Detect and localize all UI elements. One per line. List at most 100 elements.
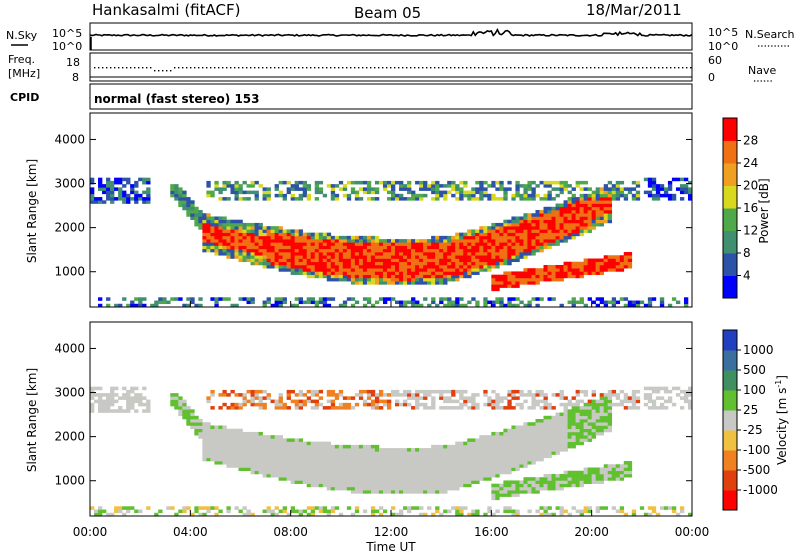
velocity-cell [455, 483, 460, 488]
power-cell [214, 216, 219, 220]
power-cell [294, 271, 299, 275]
velocity-cell [194, 431, 199, 436]
velocity-cell [186, 409, 191, 413]
power-cell [499, 303, 504, 308]
velocity-cell [226, 461, 231, 465]
power-cell [543, 245, 548, 250]
power-cell [483, 193, 488, 198]
velocity-cell [423, 406, 428, 410]
velocity-cell [443, 389, 448, 394]
power-cell [298, 264, 303, 269]
velocity-cell [310, 477, 316, 481]
power-cell [679, 177, 685, 182]
velocity-cell [395, 451, 400, 455]
power-cell [411, 239, 416, 243]
velocity-cell [314, 406, 320, 410]
power-cell [178, 187, 183, 191]
power-cell [358, 264, 364, 269]
velocity-cell [403, 486, 408, 491]
velocity-cell [419, 389, 424, 394]
power-cell [475, 187, 480, 191]
velocity-cell [290, 480, 295, 484]
power-cell [282, 193, 287, 198]
velocity-cell [334, 393, 340, 397]
velocity-cell [435, 448, 440, 452]
velocity-cell [519, 438, 524, 442]
power-cell [330, 255, 336, 259]
power-cell [659, 300, 665, 305]
power-cell [447, 264, 452, 269]
power-cell [318, 248, 324, 253]
power-cell [407, 242, 412, 246]
velocity-cell [647, 393, 653, 397]
velocity-cell [679, 506, 685, 510]
power-cell [531, 193, 536, 198]
power-cell [447, 235, 452, 240]
velocity-cell [254, 393, 259, 397]
velocity-cell [431, 402, 436, 407]
velocity-cell [499, 464, 504, 468]
velocity-cell [306, 399, 312, 404]
power-cell [467, 274, 472, 279]
velocity-cell [378, 448, 384, 452]
power-cell [170, 184, 175, 188]
power-cell [234, 255, 239, 259]
velocity-cell [603, 406, 609, 410]
velocity-cell [262, 464, 267, 468]
velocity-cell [627, 406, 633, 410]
power-cell [555, 180, 560, 185]
power-cell [334, 271, 340, 275]
power-cell [346, 248, 352, 253]
velocity-cell [222, 438, 227, 442]
velocity-cell [559, 393, 564, 397]
power-cell [547, 197, 552, 201]
power-cell [326, 261, 332, 266]
velocity-cell [423, 457, 428, 462]
power-cell [170, 297, 175, 301]
power-cell [535, 213, 540, 217]
power-cell [142, 303, 147, 308]
power-cell [495, 277, 500, 282]
velocity-cell [214, 428, 219, 433]
power-cell [354, 248, 360, 253]
velocity-cell [234, 402, 239, 407]
velocity-cell [563, 412, 568, 417]
velocity-cell [523, 425, 528, 429]
power-cell [535, 184, 540, 188]
velocity-cell [230, 431, 235, 436]
power-cell [286, 268, 291, 272]
velocity-cell [471, 454, 476, 459]
power-cell [250, 242, 255, 246]
velocity-cell [631, 509, 637, 514]
velocity-cell [567, 428, 572, 433]
power-cell [591, 197, 596, 201]
velocity-cell [571, 480, 576, 484]
velocity-cell [142, 409, 147, 413]
power-cell [455, 303, 460, 308]
velocity-cell [250, 399, 255, 404]
power-cell [447, 239, 452, 243]
velocity-cell [254, 470, 259, 475]
velocity-cell [419, 467, 424, 472]
velocity-cell [403, 399, 408, 404]
power-cell [262, 242, 267, 246]
velocity-cell [591, 412, 596, 417]
velocity-cell [198, 435, 203, 439]
power-cell [374, 255, 380, 259]
power-cell [615, 258, 621, 263]
velocity-cell [447, 457, 452, 462]
velocity-cell [354, 470, 360, 475]
velocity-cell [358, 454, 364, 459]
power-cell [539, 213, 544, 217]
velocity-cell [435, 486, 440, 491]
velocity-colorbar-swatch [723, 470, 737, 491]
velocity-cell [543, 480, 548, 484]
velocity-cell [114, 506, 119, 510]
power-cell [543, 264, 548, 269]
power-cell [427, 264, 432, 269]
power-cell [415, 300, 420, 305]
velocity-cell [647, 406, 653, 410]
power-colorbar-label: 20 [743, 179, 758, 193]
velocity-cell [170, 402, 175, 407]
velocity-cell [567, 422, 572, 426]
